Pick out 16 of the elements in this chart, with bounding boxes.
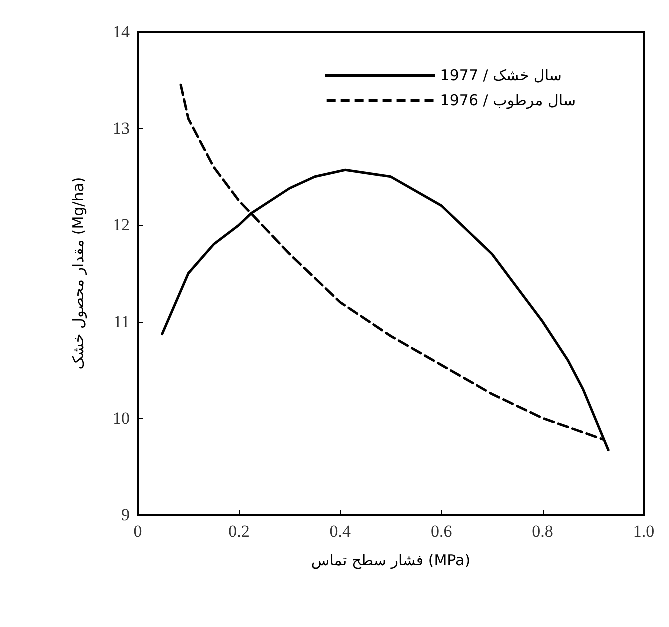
y-tick-label: 12 (113, 216, 130, 235)
x-tick-label: 0.6 (430, 522, 452, 541)
x-axis-title: فشار سطح تماس (MPa) (311, 552, 471, 570)
x-tick-label: 1.0 (633, 522, 655, 541)
y-tick-label: 14 (113, 22, 130, 42)
y-tick-label: 10 (113, 408, 130, 428)
x-tick-label: 0.2 (228, 522, 250, 541)
x-tick-label: 0.4 (330, 522, 352, 541)
y-axis-title: مقدار محصول خشک (Mg/ha) (70, 177, 88, 370)
x-tick-label: 0 (134, 522, 142, 541)
y-tick-label: 13 (113, 119, 130, 138)
legend-label: سال مرطوب / 1976 (440, 92, 576, 110)
legend-label: سال خشک / 1977 (440, 66, 562, 84)
y-tick-label: 9 (122, 506, 130, 524)
y-tick-label: 11 (114, 312, 130, 332)
x-tick-label: 0.8 (532, 522, 554, 541)
